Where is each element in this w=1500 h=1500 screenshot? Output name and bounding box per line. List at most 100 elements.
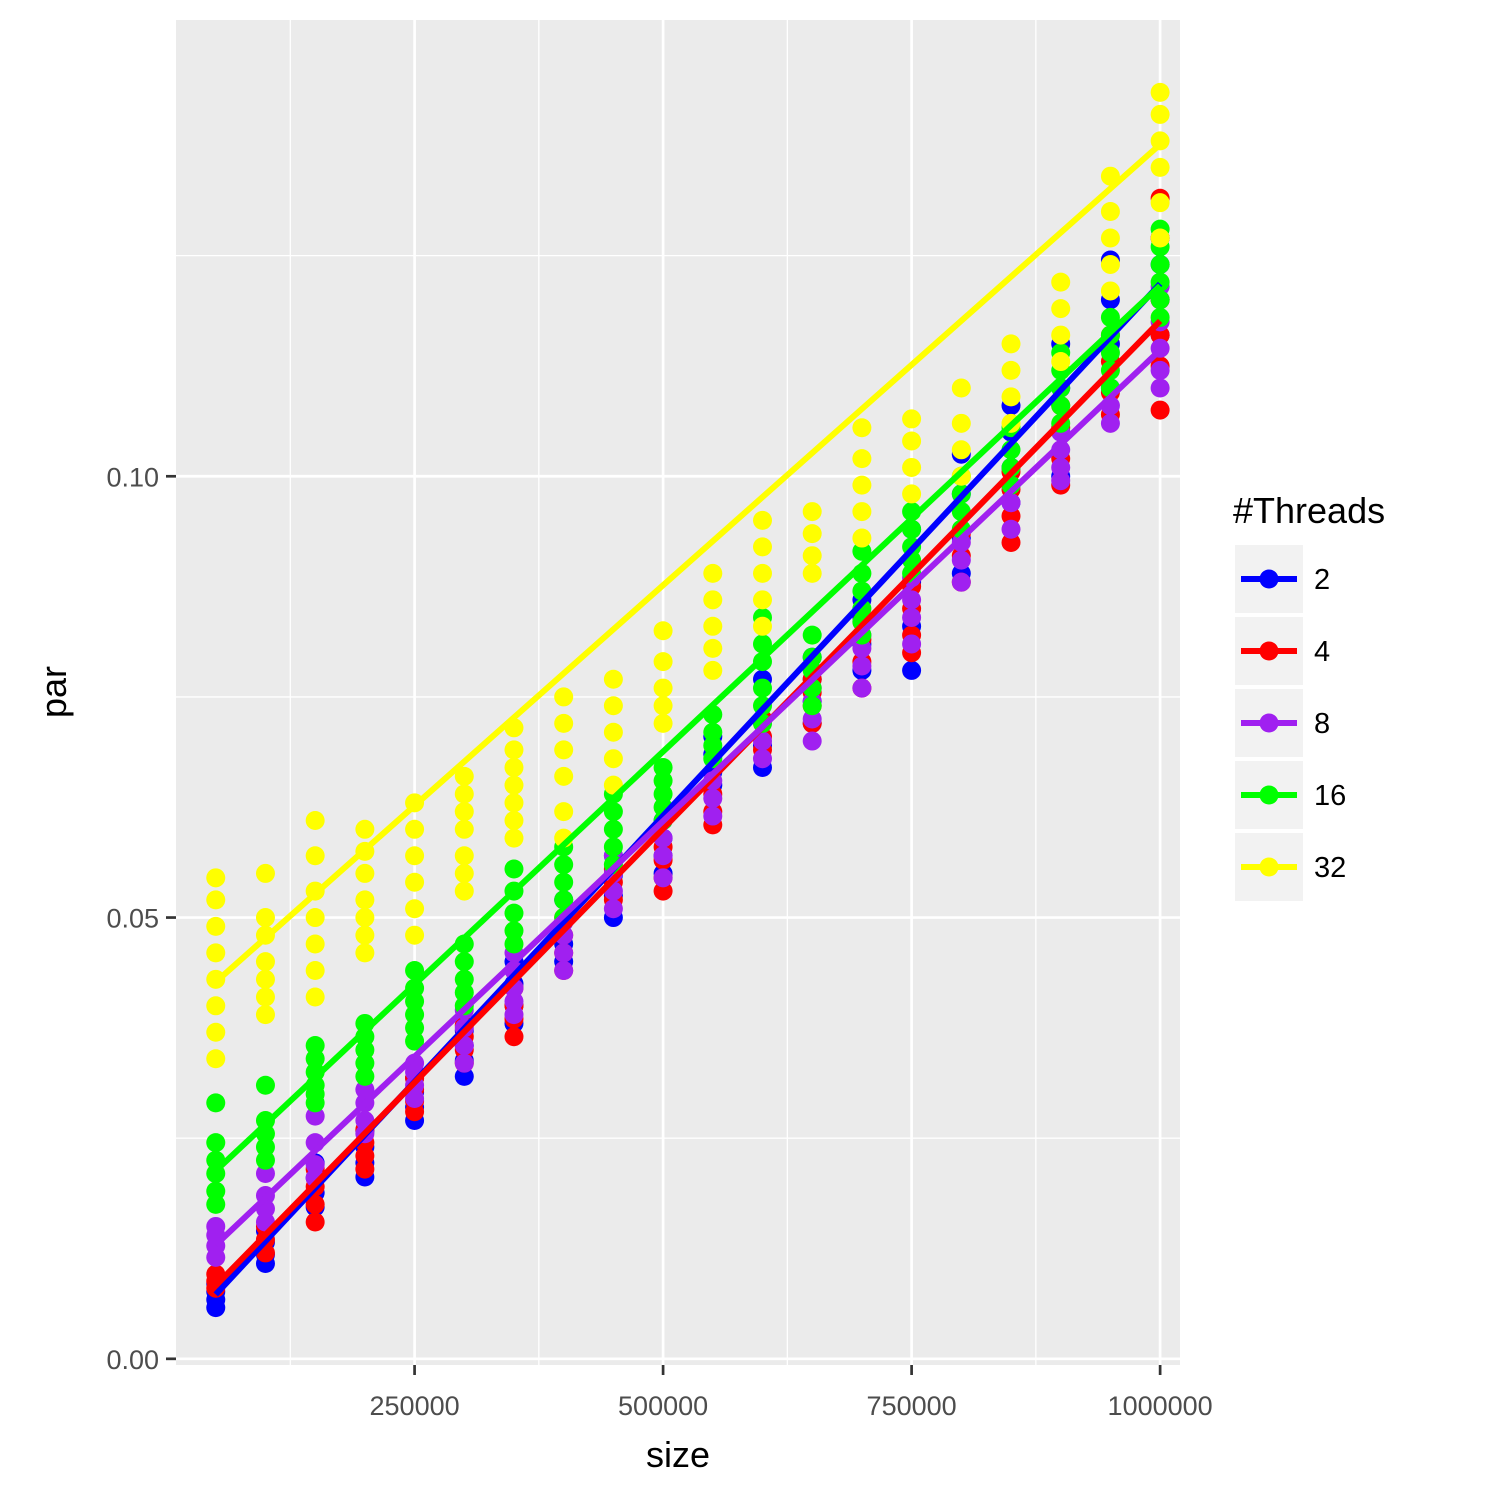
data-point-threads-32 — [504, 828, 524, 848]
data-point-threads-32 — [405, 899, 425, 919]
data-point-threads-16 — [504, 859, 524, 879]
data-point-threads-32 — [206, 890, 226, 910]
fit-line-threads-8 — [213, 347, 1163, 1248]
panel-background — [176, 20, 1180, 1365]
data-point-threads-16 — [802, 696, 822, 716]
data-point-threads-8 — [504, 1005, 524, 1025]
data-point-threads-8 — [1150, 378, 1170, 398]
data-point-threads-32 — [802, 524, 822, 544]
data-point-threads-32 — [554, 713, 574, 733]
data-point-threads-8 — [1051, 471, 1071, 491]
data-point-threads-32 — [405, 846, 425, 866]
data-point-threads-32 — [206, 943, 226, 963]
data-point-threads-32 — [703, 563, 723, 583]
data-point-threads-16 — [1150, 290, 1170, 310]
data-point-threads-16 — [603, 802, 623, 822]
data-point-threads-32 — [206, 916, 226, 936]
fit-lines — [213, 142, 1163, 1297]
y-tick-label: 0.10 — [106, 462, 159, 492]
data-point-threads-16 — [405, 961, 425, 981]
data-point-threads-32 — [951, 440, 971, 460]
data-point-threads-32 — [504, 758, 524, 778]
data-point-threads-32 — [255, 952, 275, 972]
data-point-threads-32 — [1150, 193, 1170, 213]
data-point-threads-32 — [703, 660, 723, 680]
data-point-threads-16 — [752, 634, 772, 654]
data-point-threads-32 — [951, 378, 971, 398]
data-point-threads-32 — [405, 872, 425, 892]
data-point-threads-16 — [405, 1005, 425, 1025]
data-point-threads-8 — [305, 1106, 325, 1126]
data-point-threads-16 — [255, 1075, 275, 1095]
data-point-threads-32 — [1001, 387, 1021, 407]
data-point-threads-32 — [653, 713, 673, 733]
data-point-threads-16 — [405, 1018, 425, 1038]
data-point-threads-32 — [454, 881, 474, 901]
data-point-threads-32 — [902, 431, 922, 451]
legend-title: #Threads — [1233, 490, 1385, 531]
data-point-threads-16 — [454, 969, 474, 989]
data-point-threads-32 — [802, 546, 822, 566]
data-point-threads-16 — [1100, 343, 1120, 363]
data-point-threads-16 — [206, 1181, 226, 1201]
data-point-threads-8 — [653, 846, 673, 866]
data-point-threads-32 — [752, 563, 772, 583]
data-point-threads-32 — [305, 908, 325, 928]
data-point-threads-8 — [703, 788, 723, 808]
data-point-threads-32 — [355, 890, 375, 910]
data-point-threads-8 — [454, 1053, 474, 1073]
data-point-threads-16 — [603, 819, 623, 839]
data-point-threads-32 — [1150, 104, 1170, 124]
data-point-threads-32 — [802, 563, 822, 583]
data-point-threads-8 — [504, 991, 524, 1011]
data-point-threads-32 — [852, 475, 872, 495]
data-point-threads-32 — [454, 766, 474, 786]
data-point-threads-32 — [752, 537, 772, 557]
data-point-threads-16 — [255, 1137, 275, 1157]
legend-label-16: 16 — [1314, 780, 1346, 812]
data-point-threads-8 — [902, 607, 922, 627]
data-point-threads-4 — [1001, 506, 1021, 526]
data-point-threads-32 — [653, 621, 673, 641]
data-point-threads-32 — [653, 696, 673, 716]
data-point-threads-32 — [902, 457, 922, 477]
data-point-threads-32 — [554, 740, 574, 760]
data-point-threads-4 — [653, 881, 673, 901]
data-point-threads-16 — [554, 872, 574, 892]
data-point-threads-32 — [255, 1005, 275, 1025]
data-point-threads-32 — [355, 819, 375, 839]
data-point-threads-32 — [504, 775, 524, 795]
legend-label-4: 4 — [1314, 636, 1330, 668]
legend-key-point-2 — [1259, 569, 1279, 589]
data-point-threads-32 — [504, 793, 524, 813]
data-point-threads-32 — [653, 678, 673, 698]
data-point-threads-16 — [504, 921, 524, 941]
data-point-threads-16 — [206, 1093, 226, 1113]
data-point-threads-8 — [902, 634, 922, 654]
data-point-threads-32 — [554, 687, 574, 707]
data-point-threads-8 — [554, 961, 574, 981]
data-point-threads-16 — [504, 934, 524, 954]
data-point-threads-8 — [802, 731, 822, 751]
data-point-threads-32 — [653, 652, 673, 672]
data-point-threads-32 — [305, 934, 325, 954]
legend-key-point-16 — [1259, 785, 1279, 805]
data-point-threads-16 — [405, 991, 425, 1011]
data-point-threads-32 — [1051, 299, 1071, 319]
data-point-threads-32 — [255, 987, 275, 1007]
data-point-threads-8 — [603, 899, 623, 919]
data-point-threads-32 — [1100, 281, 1120, 301]
data-point-threads-2 — [454, 1066, 474, 1086]
data-point-threads-16 — [603, 837, 623, 857]
data-point-threads-32 — [1001, 360, 1021, 380]
data-point-threads-32 — [1150, 228, 1170, 248]
x-axis-title: size — [646, 1434, 710, 1475]
data-point-threads-32 — [355, 908, 375, 928]
data-point-threads-32 — [902, 409, 922, 429]
data-point-threads-32 — [454, 784, 474, 804]
minor-gridlines — [176, 20, 1180, 1365]
data-point-threads-32 — [305, 810, 325, 830]
data-point-threads-32 — [1150, 157, 1170, 177]
data-point-threads-32 — [206, 996, 226, 1016]
data-point-threads-32 — [255, 969, 275, 989]
